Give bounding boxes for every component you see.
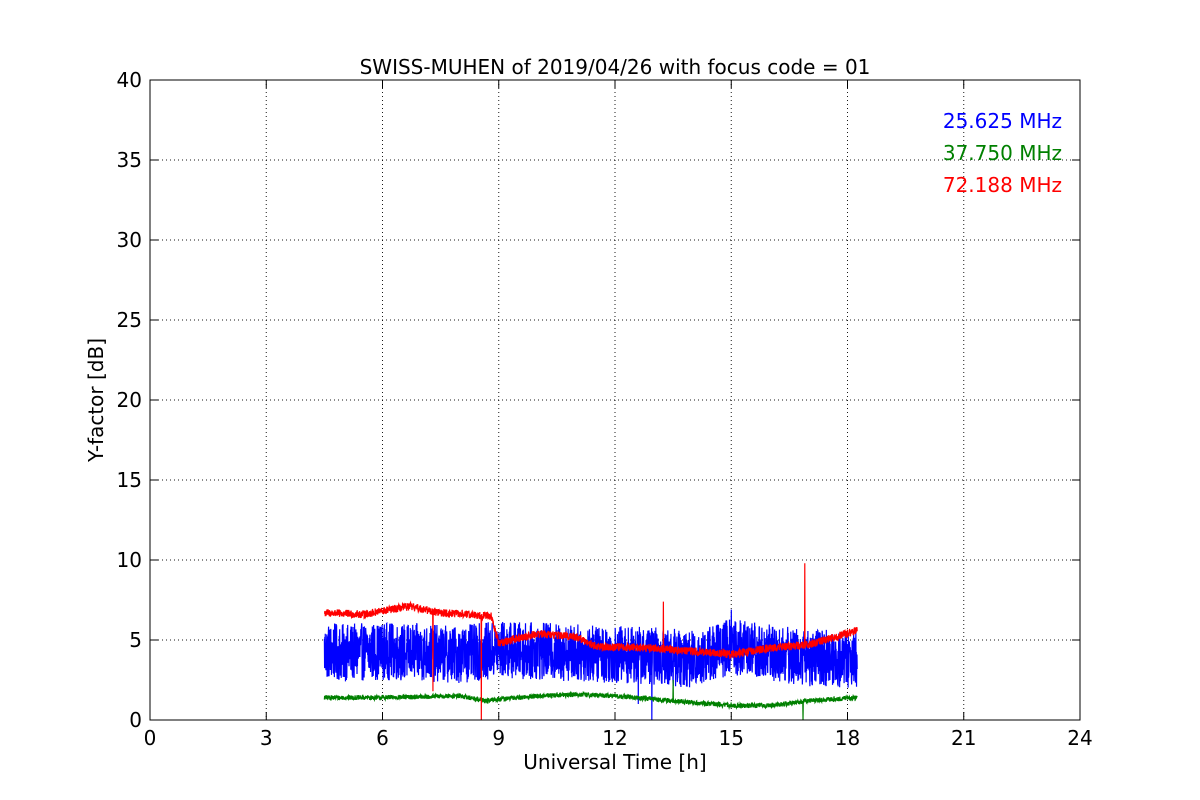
y-tick-label: 20	[117, 388, 142, 412]
y-tick-label: 10	[117, 548, 142, 572]
legend: 25.625 MHz 37.750 MHz 72.188 MHz	[943, 109, 1062, 197]
y-tick-label: 25	[117, 308, 142, 332]
y-tick-label: 30	[117, 228, 142, 252]
x-tick-label: 6	[376, 726, 389, 750]
chart-title: SWISS-MUHEN of 2019/04/26 with focus cod…	[360, 55, 871, 79]
series-line-1	[323, 679, 858, 720]
x-tick-label: 3	[260, 726, 273, 750]
legend-item-0: 25.625 MHz	[943, 109, 1062, 133]
y-tick-label: 15	[117, 468, 142, 492]
x-tick-label: 15	[719, 726, 744, 750]
x-axis-ticks: 0 3 6 9 12 15 18 21 24	[144, 80, 1093, 750]
series-line-2	[323, 563, 858, 720]
y-axis-label: Y-factor [dB]	[84, 338, 108, 463]
x-tick-label: 18	[835, 726, 860, 750]
plot-area	[323, 563, 858, 720]
y-tick-label: 5	[129, 628, 142, 652]
y-tick-label: 35	[117, 148, 142, 172]
grid-lines	[150, 80, 1080, 720]
x-tick-label: 9	[492, 726, 505, 750]
y-tick-label: 0	[129, 708, 142, 732]
y-tick-label: 40	[117, 68, 142, 92]
x-axis-label: Universal Time [h]	[523, 750, 706, 774]
x-tick-label: 0	[144, 726, 157, 750]
series-line-0	[323, 609, 858, 720]
x-tick-label: 24	[1067, 726, 1092, 750]
x-tick-label: 21	[951, 726, 976, 750]
legend-item-1: 37.750 MHz	[943, 141, 1062, 165]
y-axis-ticks: 0 5 10 15 20 25 30 35 40	[117, 68, 1080, 732]
x-tick-label: 12	[602, 726, 627, 750]
legend-item-2: 72.188 MHz	[943, 173, 1062, 197]
